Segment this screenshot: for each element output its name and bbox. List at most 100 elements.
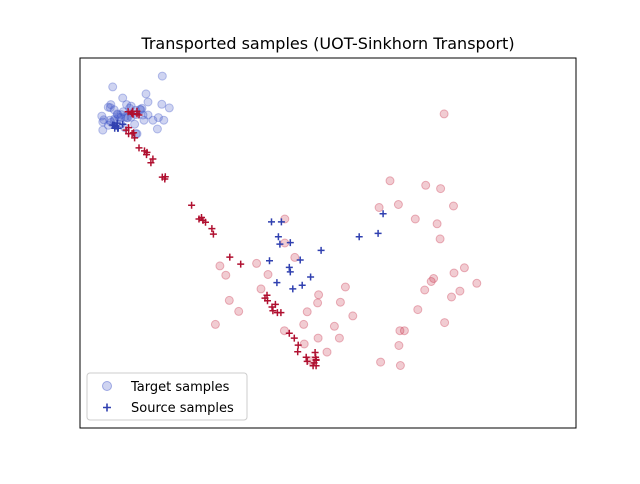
source-sample-point	[294, 341, 302, 349]
source-sample-point	[188, 201, 196, 209]
target-sample-point	[376, 357, 386, 367]
target-sample-point	[399, 326, 409, 336]
target-sample-point	[263, 270, 273, 279]
source-sample-point	[130, 129, 138, 137]
target-sample-point	[385, 176, 395, 186]
source-sample-point	[122, 126, 130, 134]
source-sample-point	[289, 285, 297, 293]
target-sample-point	[143, 110, 153, 120]
target-sample-point	[103, 102, 113, 112]
plot-frame	[79, 57, 577, 429]
target-sample-point	[141, 89, 151, 99]
legend: Target samples Source samples	[86, 372, 248, 421]
legend-box	[86, 372, 248, 421]
target-sample-point	[449, 268, 459, 278]
target-sample-point	[97, 111, 107, 121]
source-sample-point	[277, 309, 285, 317]
target-sample-point	[395, 326, 405, 336]
source-sample-point	[296, 256, 304, 264]
source-sample-point	[379, 210, 387, 218]
target-sample-point	[432, 219, 442, 229]
source-sample-point	[303, 357, 311, 365]
target-sample-point	[98, 117, 108, 127]
target-sample-point	[109, 105, 119, 115]
source-sample-point	[208, 225, 216, 233]
source-sample-point	[274, 233, 282, 241]
target-sample-point	[137, 103, 147, 113]
target-sample-point	[98, 125, 108, 135]
target-sample-point	[105, 115, 115, 125]
source-sample-point	[114, 124, 122, 132]
target-sample-point	[439, 109, 449, 119]
target-sample-point	[99, 115, 109, 125]
source-sample-point	[128, 109, 136, 117]
legend-target-marker	[102, 381, 112, 391]
target-sample-point	[340, 282, 350, 292]
target-sample-point	[322, 347, 332, 357]
source-sample-point	[355, 233, 363, 241]
source-sample-point	[202, 218, 209, 226]
target-sample-point	[394, 341, 404, 350]
source-sample-point	[268, 218, 275, 226]
source-sample-point	[149, 155, 157, 163]
source-sample-point	[124, 108, 132, 116]
source-sample-point	[131, 134, 139, 142]
source-sample-point	[135, 144, 143, 152]
source-sample-point	[147, 159, 155, 167]
target-sample-point	[159, 115, 169, 125]
target-sample-point	[449, 201, 458, 211]
target-sample-point	[108, 82, 118, 92]
target-sample-point	[120, 112, 130, 122]
source-sample-point	[273, 279, 281, 287]
target-sample-point	[313, 298, 323, 308]
source-sample-point	[277, 218, 285, 226]
target-sample-point	[374, 203, 384, 212]
target-sample-point	[314, 290, 324, 300]
target-sample-point	[157, 71, 167, 81]
target-sample-point	[459, 263, 469, 273]
source-sample-point	[294, 348, 302, 356]
source-sample-point	[309, 362, 317, 370]
target-sample-point	[210, 319, 220, 329]
source-sample-point	[226, 253, 234, 261]
target-sample-point	[455, 286, 465, 296]
target-sample-point	[130, 119, 140, 129]
target-sample-point	[116, 110, 126, 120]
target-sample-point	[234, 306, 244, 316]
target-sample-point	[421, 180, 431, 190]
target-sample-point	[334, 333, 344, 343]
target-sample-point	[112, 109, 122, 119]
source-sample-point	[135, 111, 143, 119]
target-sample-point	[153, 113, 163, 123]
legend-source-marker	[103, 403, 111, 412]
source-sample-point	[298, 281, 306, 289]
source-sample-point	[271, 300, 279, 308]
source-sample-point	[302, 353, 310, 361]
source-sample-point	[158, 173, 166, 181]
target-sample-point	[139, 115, 149, 125]
legend-target-label: Target samples	[130, 380, 230, 395]
source-sample-point	[119, 120, 127, 128]
target-sample-point	[157, 99, 167, 109]
target-sample-point	[472, 278, 482, 288]
source-sample-point	[276, 240, 284, 248]
target-sample-point	[105, 103, 115, 113]
target-sample-point	[329, 321, 339, 331]
target-sample-point	[348, 311, 358, 321]
source-sample-point	[317, 246, 325, 254]
source-sample-point	[307, 273, 315, 281]
target-sample-point	[164, 103, 174, 113]
target-sample-point	[122, 100, 132, 110]
target-sample-point	[113, 110, 123, 120]
source-sample-point	[143, 148, 151, 156]
target-sample-point	[299, 339, 309, 349]
target-sample-point	[122, 113, 132, 123]
source-sample-point	[285, 329, 293, 337]
target-sample-point	[420, 285, 430, 295]
source-sample-point	[290, 334, 298, 342]
target-sample-point	[116, 113, 126, 123]
target-sample-point	[252, 258, 262, 268]
target-sample-point	[114, 112, 124, 122]
source-sample-point	[285, 263, 293, 271]
